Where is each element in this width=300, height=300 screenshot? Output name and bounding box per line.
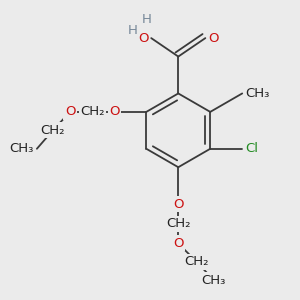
Text: O: O	[208, 32, 219, 45]
Text: CH₂: CH₂	[166, 217, 190, 230]
Text: Cl: Cl	[245, 142, 258, 155]
Text: O: O	[173, 198, 184, 211]
Text: CH₂: CH₂	[80, 105, 104, 119]
Text: H: H	[128, 24, 138, 37]
Text: H: H	[141, 13, 151, 26]
Text: CH₃: CH₃	[245, 87, 269, 100]
Text: O: O	[65, 105, 75, 119]
Text: CH₂: CH₂	[40, 124, 65, 137]
Text: CH₂: CH₂	[184, 255, 209, 268]
Text: O: O	[138, 32, 148, 45]
Text: O: O	[173, 237, 184, 250]
Text: CH₃: CH₃	[10, 142, 34, 155]
Text: CH₃: CH₃	[202, 274, 226, 287]
Text: O: O	[109, 105, 120, 119]
